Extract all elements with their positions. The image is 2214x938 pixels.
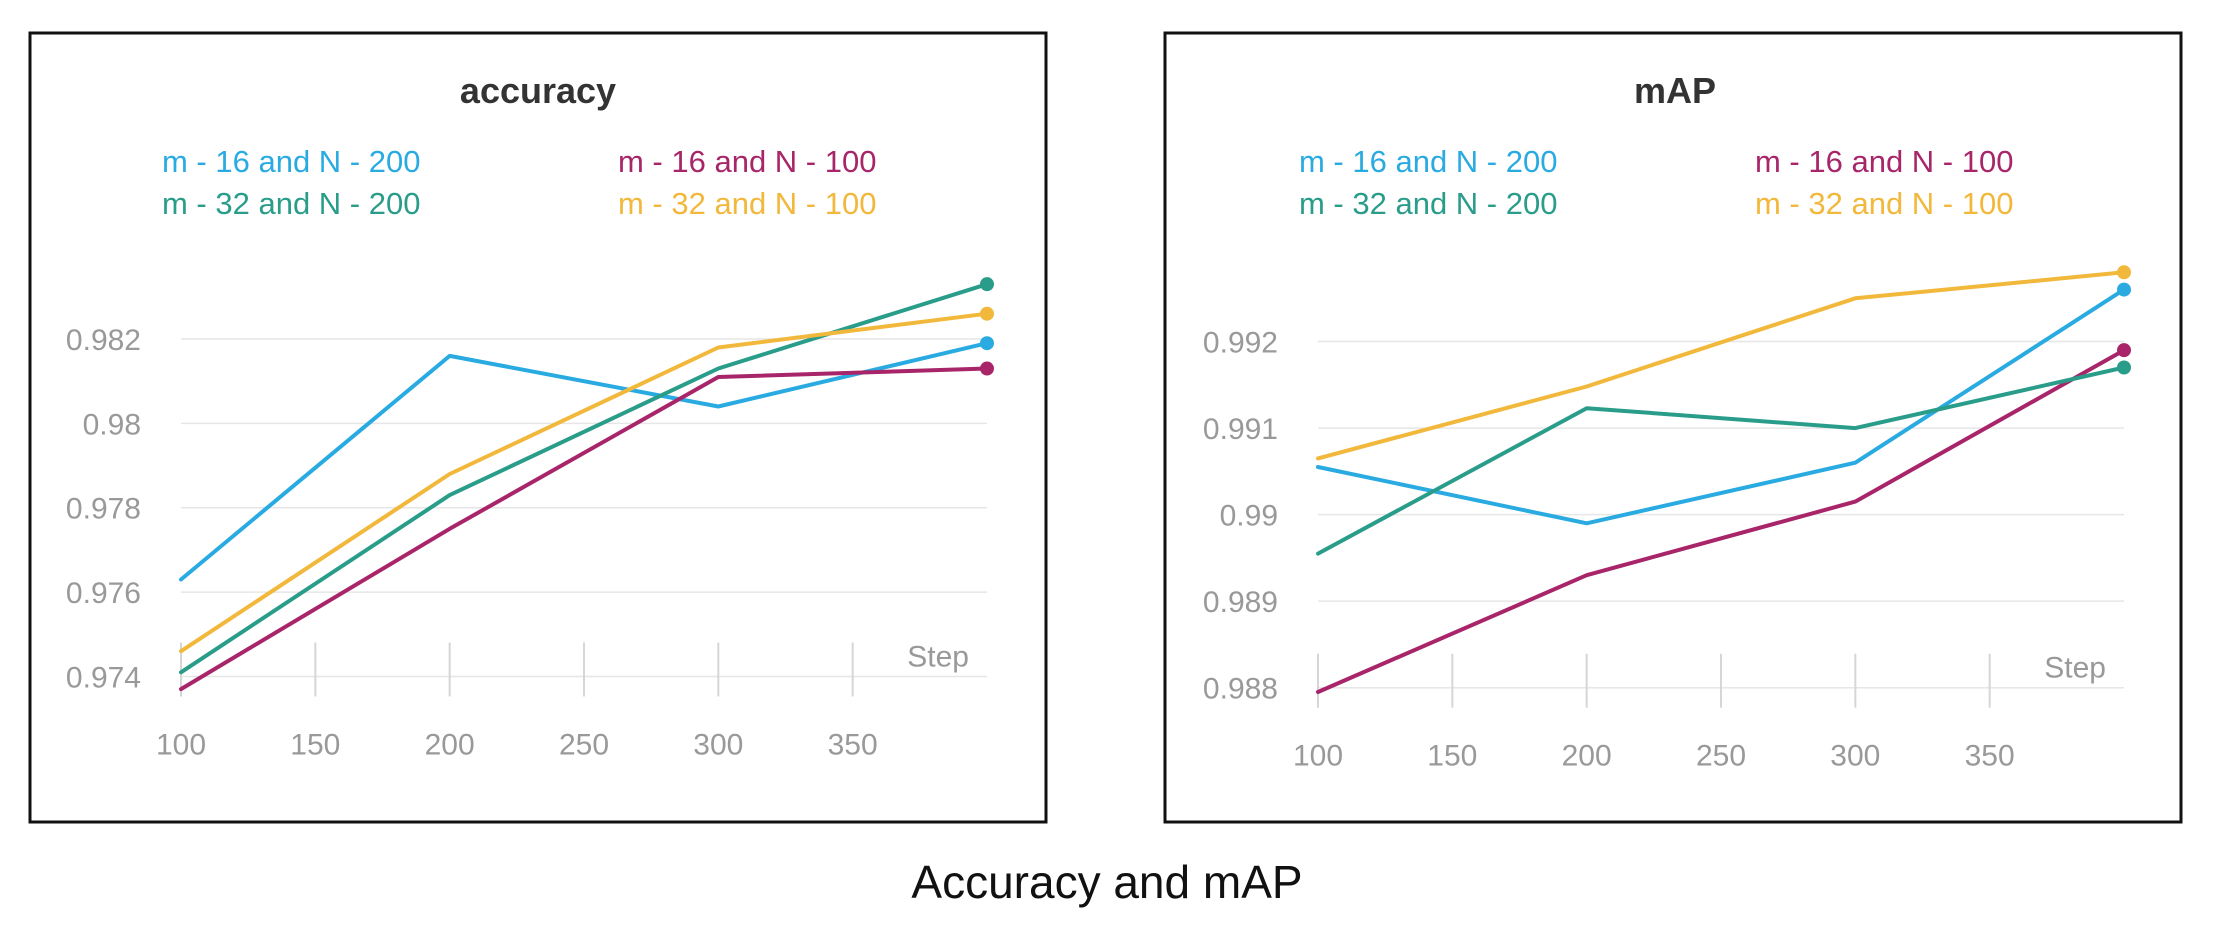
series-line: [179, 366, 989, 692]
x-axis-label: Step: [2044, 652, 2106, 685]
x-tick-label: 200: [1562, 740, 1612, 773]
series-end-point: [2117, 282, 2131, 297]
y-tick-label: 0.99: [1220, 500, 1278, 533]
panel-frame: [28, 31, 1048, 824]
y-tick-label: 0.988: [1203, 673, 1278, 706]
series-end-point: [2117, 343, 2131, 358]
figure-caption: Accuracy and mAP: [911, 856, 1303, 908]
chart-panel-2: mAP m - 16 and N - 200 m - 16 and N - 100 m…: [1163, 31, 2183, 824]
x-tick-label: 300: [1830, 740, 1880, 773]
legend-entry: m - 16 and N - 100: [1755, 144, 2013, 179]
series-end-point: [2117, 265, 2131, 280]
x-tick-label: 250: [1696, 740, 1746, 773]
y-tick-label: 0.978: [66, 493, 141, 526]
series-end-point: [980, 277, 994, 292]
chart-panel-1: accuracy m - 16 and N - 200 m - 16 and N -…: [28, 31, 1048, 824]
legend-entry: m - 32 and N - 200: [1299, 186, 1557, 221]
series-line: [1316, 287, 2126, 526]
x-tick-label: 200: [425, 728, 475, 761]
legend-entry: m - 32 and N - 100: [618, 186, 876, 221]
x-tick-label: 100: [1293, 740, 1343, 773]
y-tick-label: 0.98: [83, 408, 141, 441]
legend-entry: m - 16 and N - 100: [618, 144, 876, 179]
y-tick-label: 0.989: [1203, 586, 1278, 619]
series-line: [179, 311, 989, 654]
series-line: [1316, 270, 2126, 461]
y-tick-label: 0.992: [1203, 327, 1278, 360]
y-tick-label: 0.976: [66, 577, 141, 610]
x-tick-label: 350: [1965, 740, 2015, 773]
y-tick-label: 0.991: [1203, 413, 1278, 446]
series-line: [179, 282, 989, 675]
series-end-point: [980, 336, 994, 351]
series-end-point: [980, 361, 994, 376]
y-tick-label: 0.982: [66, 324, 141, 357]
x-tick-label: 150: [290, 728, 340, 761]
series-line: [1316, 348, 2126, 694]
y-tick-label: 0.974: [66, 661, 141, 694]
panel-title: mAP: [1634, 70, 1716, 111]
legend-entry: m - 32 and N - 100: [1755, 186, 2013, 221]
x-tick-label: 150: [1427, 740, 1477, 773]
x-tick-label: 300: [693, 728, 743, 761]
series-line: [179, 341, 989, 582]
series-line: [1316, 365, 2126, 556]
x-tick-label: 250: [559, 728, 609, 761]
panel-title: accuracy: [460, 70, 616, 111]
legend-entry: m - 16 and N - 200: [1299, 144, 1557, 179]
legend-entry: m - 16 and N - 200: [162, 144, 420, 179]
series-end-point: [980, 306, 994, 321]
series-end-point: [2117, 360, 2131, 375]
x-axis-label: Step: [907, 640, 969, 673]
legend-entry: m - 32 and N - 200: [162, 186, 420, 221]
x-tick-label: 100: [156, 728, 206, 761]
x-tick-label: 350: [828, 728, 878, 761]
